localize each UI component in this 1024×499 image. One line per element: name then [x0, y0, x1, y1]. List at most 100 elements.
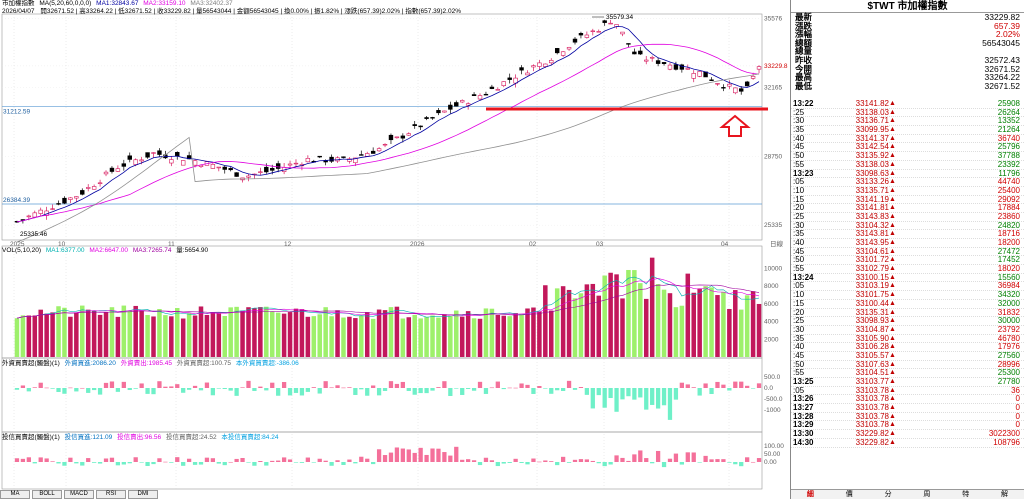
- foreign-bar: [186, 388, 192, 390]
- foreign-bar: [192, 385, 198, 388]
- tick-row[interactable]: :50 33101.72 ▲ 17452: [791, 255, 1024, 266]
- tick-row[interactable]: :55 33102.79 ▲ 18020: [791, 264, 1024, 274]
- foreign-bar: [549, 388, 554, 394]
- quote-tab[interactable]: 分: [884, 491, 892, 498]
- candle-body: [501, 81, 506, 87]
- tick-row[interactable]: 14:30 33229.82 ▲ 108796: [791, 438, 1024, 448]
- panel-frame: [1, 431, 763, 490]
- foreign-bar: [32, 387, 37, 388]
- trust-bar: [163, 461, 168, 463]
- tick-row[interactable]: :05 33133.26 ▲ 44740: [791, 178, 1024, 187]
- axis-label: 35576: [764, 16, 782, 23]
- tick-row[interactable]: :50 33107.63 ▲ 28996: [791, 360, 1024, 370]
- foreign-net2: 本外資買賣超:-386.06: [235, 360, 299, 367]
- tick-row[interactable]: 13:30 33229.82 ▲ 3022300: [791, 429, 1024, 439]
- tick-row[interactable]: 13:25 33103.77 ▲ 27780: [791, 377, 1024, 387]
- foreign-bar: [477, 381, 483, 388]
- candle-body: [596, 31, 601, 33]
- tick-row[interactable]: 13:26 33103.78 ▲ 0: [791, 395, 1024, 405]
- candle-body: [733, 87, 738, 94]
- quote-info-value: 32572.43: [984, 54, 1020, 65]
- tick-row[interactable]: :55 33138.03 ▲ 23392: [791, 159, 1024, 170]
- tick-row[interactable]: :40 33106.28 ▲ 17976: [791, 343, 1024, 352]
- tick-row[interactable]: :55 33104.51 ▲ 25300: [791, 369, 1024, 378]
- tick-row[interactable]: :10 33135.71 ▲ 25400: [791, 185, 1024, 196]
- foreign-bar: [216, 388, 221, 389]
- candle-body: [566, 47, 572, 50]
- quote-info-key: 漲跌: [795, 20, 813, 31]
- candle-body: [412, 124, 417, 127]
- tick-row[interactable]: 13:29 33103.78 ▲ 0: [791, 421, 1024, 431]
- indicator-tab[interactable]: BOLL: [32, 490, 62, 499]
- tick-time: :10: [793, 185, 805, 195]
- quote-info-key: 最高: [795, 72, 813, 83]
- foreign-bar: [673, 388, 679, 400]
- candle-body: [26, 215, 32, 218]
- volume-bar: [335, 310, 340, 357]
- candle-body: [685, 67, 690, 70]
- tick-row[interactable]: :05 33103.78 ▲ 36: [791, 386, 1024, 396]
- tick-row[interactable]: :20 33135.31 ▲ 31832: [791, 308, 1024, 318]
- tick-row[interactable]: :15 33141.19 ▲ 29092: [791, 194, 1024, 205]
- tick-time: :15: [793, 298, 805, 308]
- tick-row[interactable]: :10 33101.75 ▲ 34320: [791, 290, 1024, 300]
- tick-row[interactable]: :25 33138.03 ▲ 26264: [791, 108, 1024, 118]
- tick-row[interactable]: :25 33098.93 ▲ 30000: [791, 317, 1024, 326]
- candle-body: [750, 75, 756, 79]
- volume-bar: [139, 310, 144, 357]
- tick-row[interactable]: :35 33105.90 ▲ 46780: [791, 334, 1024, 344]
- trust-bar: [590, 460, 595, 462]
- foreign-bar: [181, 388, 186, 393]
- tick-row[interactable]: :45 33104.61 ▲ 27472: [791, 247, 1024, 257]
- chart-canvas[interactable]: 35576 33229.8 32165 28750 25335 31212.59 26384…: [0, 0, 790, 490]
- indicator-tab[interactable]: MACD: [64, 490, 94, 499]
- tick-row[interactable]: 13:28 33103.78 ▲ 0: [791, 412, 1024, 422]
- tick-row[interactable]: :30 33104.87 ▲ 23792: [791, 325, 1024, 335]
- tick-row[interactable]: :30 33136.71 ▲ 13352: [791, 117, 1024, 127]
- tick-volume: 29092: [997, 194, 1020, 204]
- tick-arrow-icon: ▲: [889, 160, 896, 168]
- indicator-tab[interactable]: RSI: [96, 490, 126, 499]
- foreign-bar: [240, 387, 245, 388]
- tick-row[interactable]: :15 33100.44 ▲ 32000: [791, 298, 1024, 309]
- tick-row[interactable]: 13:23 33098.63 ▲ 11796: [791, 169, 1024, 179]
- tick-row[interactable]: :05 33103.19 ▲ 36984: [791, 282, 1024, 292]
- quote-tab[interactable]: 價: [845, 491, 853, 498]
- volume-bar: [560, 286, 566, 357]
- foreign-bar: [133, 388, 138, 389]
- tick-row[interactable]: 13:27 33103.78 ▲ 0: [791, 403, 1024, 413]
- tick-row[interactable]: :45 33105.57 ▲ 27560: [791, 351, 1024, 361]
- foreign-bar: [276, 388, 281, 396]
- quote-tab[interactable]: 細: [806, 491, 814, 498]
- tick-row[interactable]: :25 33143.83 ▲ 23860: [791, 212, 1024, 222]
- tick-row[interactable]: 13:22 33141.82 ▲ 25908: [791, 99, 1024, 109]
- axis-label: 03: [596, 241, 604, 248]
- tick-row[interactable]: :40 33143.95 ▲ 18200: [791, 238, 1024, 248]
- indicator-tab[interactable]: DMI: [128, 490, 158, 499]
- trust-bar: [507, 462, 512, 463]
- foreign-bar: [626, 388, 631, 397]
- quote-tab[interactable]: 解: [1001, 491, 1009, 498]
- volume-bar: [186, 313, 192, 357]
- quote-tab[interactable]: 周: [923, 491, 931, 498]
- tick-time: :05: [793, 177, 805, 187]
- tick-row[interactable]: :50 33135.92 ▲ 37788: [791, 151, 1024, 161]
- volume-bar: [151, 316, 156, 357]
- tick-row[interactable]: :35 33143.81 ▲ 18716: [791, 230, 1024, 239]
- vol-panel-header: VOL(5,10,20) MA1:6377.00 MA2:6647.00 MA3…: [2, 247, 208, 255]
- quote-tab[interactable]: 特: [962, 491, 970, 498]
- trust-bar: [139, 462, 144, 463]
- tick-time: :55: [793, 159, 805, 169]
- tick-row[interactable]: :35 33099.95 ▲ 21264: [791, 125, 1024, 135]
- volume-bar: [525, 308, 530, 357]
- tick-row[interactable]: :30 33104.32 ▲ 24820: [791, 221, 1024, 231]
- tick-row[interactable]: :20 33141.81 ▲ 17884: [791, 204, 1024, 213]
- tick-row[interactable]: 13:24 33100.15 ▲ 15560: [791, 273, 1024, 283]
- tick-time: :50: [793, 255, 805, 265]
- tick-list[interactable]: 13:22 33141.82 ▲ 25908:25 33138.03 ▲ 26264:30 3…: [791, 99, 1024, 448]
- foreign-bar: [519, 383, 524, 388]
- tick-row[interactable]: :40 33141.37 ▲ 36740: [791, 134, 1024, 144]
- foreign-bar: [495, 381, 500, 388]
- indicator-tab[interactable]: MA: [0, 490, 30, 499]
- tick-row[interactable]: :45 33142.54 ▲ 25796: [791, 143, 1024, 153]
